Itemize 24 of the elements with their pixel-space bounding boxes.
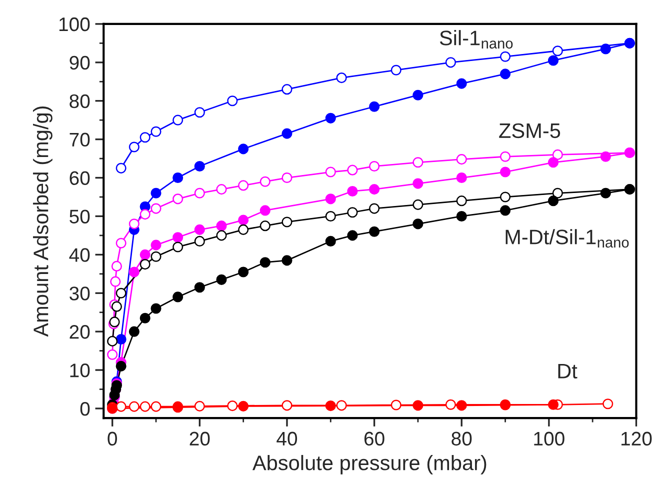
annotation: Sil-1$_{nano}$ (440, 30, 513, 49)
y-tick-label: 100 (59, 17, 90, 32)
x-tick-label: 0 (108, 432, 117, 446)
x-tick-label: 40 (276, 432, 298, 446)
y-tick-label: 20 (70, 325, 90, 339)
annotation: Dt (558, 364, 578, 378)
y-tick-label: 40 (69, 248, 90, 262)
y-axis-title: Amount Adsorbed (mg/g) (33, 106, 52, 337)
y-tick-label: 10 (70, 364, 90, 378)
x-tick-label: 80 (452, 432, 472, 446)
x-tick-label: 120 (622, 432, 652, 446)
y-tick-label: 90 (70, 56, 90, 70)
y-tick-label: 30 (70, 286, 90, 300)
y-tick-label: 50 (70, 210, 90, 224)
y-tick-label: 60 (70, 171, 90, 186)
x-tick-label: 60 (364, 432, 384, 446)
annotation: M-Dt/Sil-1$_{nano}$ (506, 229, 629, 248)
x-tick-label: 20 (190, 432, 210, 446)
x-axis-title: Absolute pressure (mbar) (252, 454, 486, 474)
annotation: ZSM-5 (499, 123, 560, 138)
y-tick-label: 0 (80, 402, 90, 416)
y-tick-label: 80 (70, 94, 90, 108)
y-tick-label: 70 (70, 132, 90, 147)
x-tick-label: 100 (534, 432, 564, 446)
